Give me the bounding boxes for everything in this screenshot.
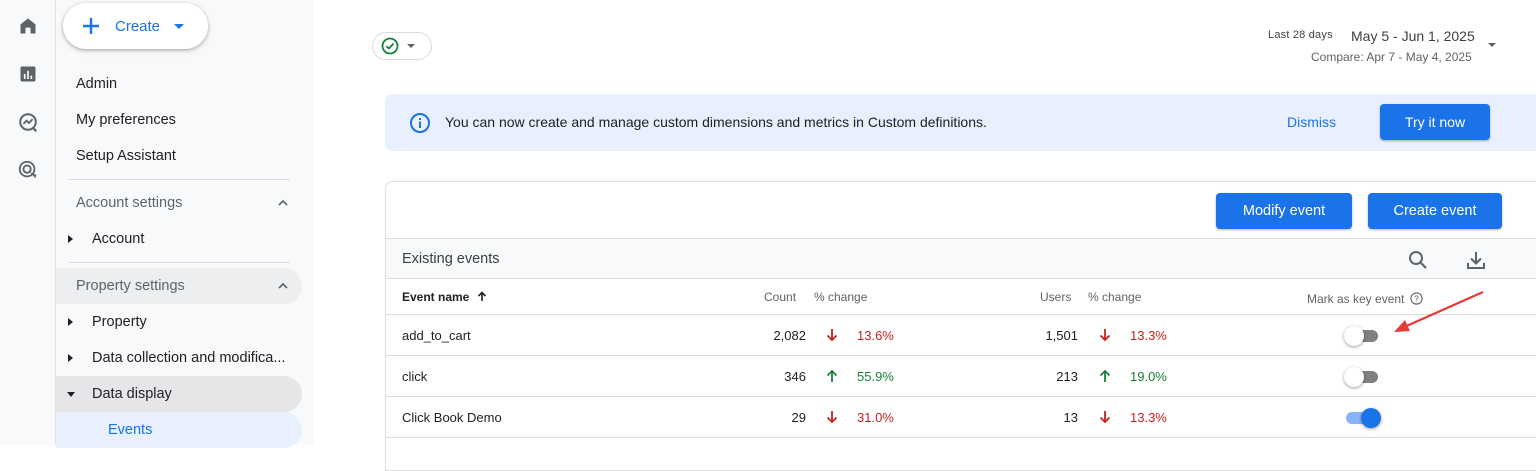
nav-item-data-collection[interactable]: Data collection and modifica... <box>56 340 302 376</box>
svg-text:?: ? <box>1414 294 1419 304</box>
chevron-down-icon <box>407 44 415 48</box>
nav-link-setup-assistant[interactable]: Setup Assistant <box>76 148 176 164</box>
date-compare-text: Compare: Apr 7 - May 4, 2025 <box>1311 50 1472 64</box>
icon-rail <box>0 0 56 445</box>
arrow-down-icon <box>826 411 838 424</box>
explore-icon[interactable] <box>17 111 39 133</box>
event-count: 346 <box>784 369 806 384</box>
event-count: 2,082 <box>773 328 806 343</box>
try-it-now-button[interactable]: Try it now <box>1380 104 1490 140</box>
nav-item-label: Data collection and modifica... <box>92 350 286 366</box>
col-users-change: % change <box>1088 290 1142 304</box>
date-range-picker[interactable]: Last 28 days May 5 - Jun 1, 2025 Compare… <box>1262 26 1502 68</box>
chevron-up-icon <box>278 199 288 206</box>
chevron-down-icon <box>1488 43 1496 47</box>
sort-ascending-icon <box>477 291 486 301</box>
nav-item-data-display[interactable]: Data display <box>56 376 302 412</box>
modify-event-button[interactable]: Modify event <box>1216 193 1352 229</box>
arrow-down-icon <box>1099 329 1111 342</box>
event-name: add_to_cart <box>402 328 471 343</box>
expand-arrow-icon <box>68 354 73 362</box>
admin-nav: Create Admin My preferences Setup Assist… <box>56 0 314 448</box>
date-range-text: May 5 - Jun 1, 2025 <box>1351 28 1475 44</box>
download-icon[interactable] <box>1465 249 1487 271</box>
nav-item-label: Property <box>92 314 147 330</box>
chevron-down-icon <box>174 23 185 29</box>
info-banner: You can now create and manage custom dim… <box>385 94 1536 151</box>
property-settings-section[interactable]: Property settings <box>56 268 302 304</box>
count-change: 55.9% <box>857 369 894 384</box>
banner-message: You can now create and manage custom dim… <box>445 114 987 130</box>
nav-item-label: Account <box>92 231 145 247</box>
home-icon[interactable] <box>17 15 39 37</box>
annotation-arrow-icon <box>1394 290 1484 332</box>
users-change: 13.3% <box>1130 410 1167 425</box>
date-range-badge: Last 28 days <box>1268 29 1333 41</box>
table-row[interactable]: click 346 55.9% 213 19.0% <box>386 356 1536 397</box>
key-event-toggle[interactable] <box>1344 408 1381 428</box>
help-icon[interactable]: ? <box>1410 292 1423 305</box>
reports-icon[interactable] <box>17 63 39 85</box>
table-row[interactable]: add_to_cart 2,082 13.6% 1,501 13.3% <box>386 315 1536 356</box>
nav-link-admin[interactable]: Admin <box>76 76 118 92</box>
existing-events-header: Existing events <box>386 238 1536 279</box>
col-count[interactable]: Count <box>764 290 797 304</box>
col-users[interactable]: Users <box>1040 290 1072 304</box>
event-count: 29 <box>791 410 806 425</box>
table-header: Event name Count % change Users % change… <box>386 279 1536 315</box>
event-name: Click Book Demo <box>402 410 502 425</box>
dismiss-button[interactable]: Dismiss <box>1287 114 1336 130</box>
collapse-arrow-icon <box>67 392 75 397</box>
users-change: 19.0% <box>1130 369 1167 384</box>
nav-item-label: Events <box>108 422 153 438</box>
event-users: 13 <box>1063 410 1078 425</box>
table-row[interactable]: Click Book Demo 29 31.0% 13 13.3% <box>386 397 1536 438</box>
count-change: 31.0% <box>857 410 894 425</box>
section-label: Account settings <box>76 195 183 211</box>
nav-item-label: Data display <box>92 386 172 402</box>
col-event-name[interactable]: Event name <box>402 290 487 304</box>
events-card: Modify event Create event Existing event… <box>385 181 1536 471</box>
event-users: 1,501 <box>1045 328 1078 343</box>
arrow-down-icon <box>1099 411 1111 424</box>
divider <box>68 179 290 180</box>
expand-arrow-icon <box>68 318 73 326</box>
users-change: 13.3% <box>1130 328 1167 343</box>
arrow-up-icon <box>826 369 838 382</box>
arrow-up-icon <box>1099 369 1111 382</box>
search-icon[interactable] <box>1407 249 1429 271</box>
event-name: click <box>402 369 428 384</box>
key-event-toggle[interactable] <box>1344 367 1380 387</box>
event-users: 213 <box>1056 369 1078 384</box>
arrow-down-icon <box>826 329 838 342</box>
property-status-chip[interactable] <box>372 32 432 60</box>
nav-item-property[interactable]: Property <box>56 304 302 340</box>
nav-item-events[interactable]: Events <box>56 412 302 448</box>
nav-item-account[interactable]: Account <box>56 221 302 257</box>
existing-events-title: Existing events <box>402 251 500 267</box>
count-change: 13.6% <box>857 328 894 343</box>
section-label: Property settings <box>76 278 185 294</box>
divider <box>68 262 290 263</box>
check-circle-icon <box>381 37 399 55</box>
col-key-event: Mark as key event ? <box>1307 290 1423 306</box>
nav-link-my-preferences[interactable]: My preferences <box>76 112 176 128</box>
chevron-up-icon <box>278 282 288 289</box>
create-label: Create <box>115 17 161 35</box>
key-event-toggle[interactable] <box>1344 326 1380 346</box>
create-button[interactable]: Create <box>63 3 208 49</box>
account-settings-section[interactable]: Account settings <box>56 185 302 221</box>
info-icon <box>410 113 430 133</box>
advertising-icon[interactable] <box>17 159 39 181</box>
create-event-button[interactable]: Create event <box>1368 193 1502 229</box>
expand-arrow-icon <box>68 235 73 243</box>
plus-icon <box>83 18 99 34</box>
col-count-change: % change <box>814 290 868 304</box>
